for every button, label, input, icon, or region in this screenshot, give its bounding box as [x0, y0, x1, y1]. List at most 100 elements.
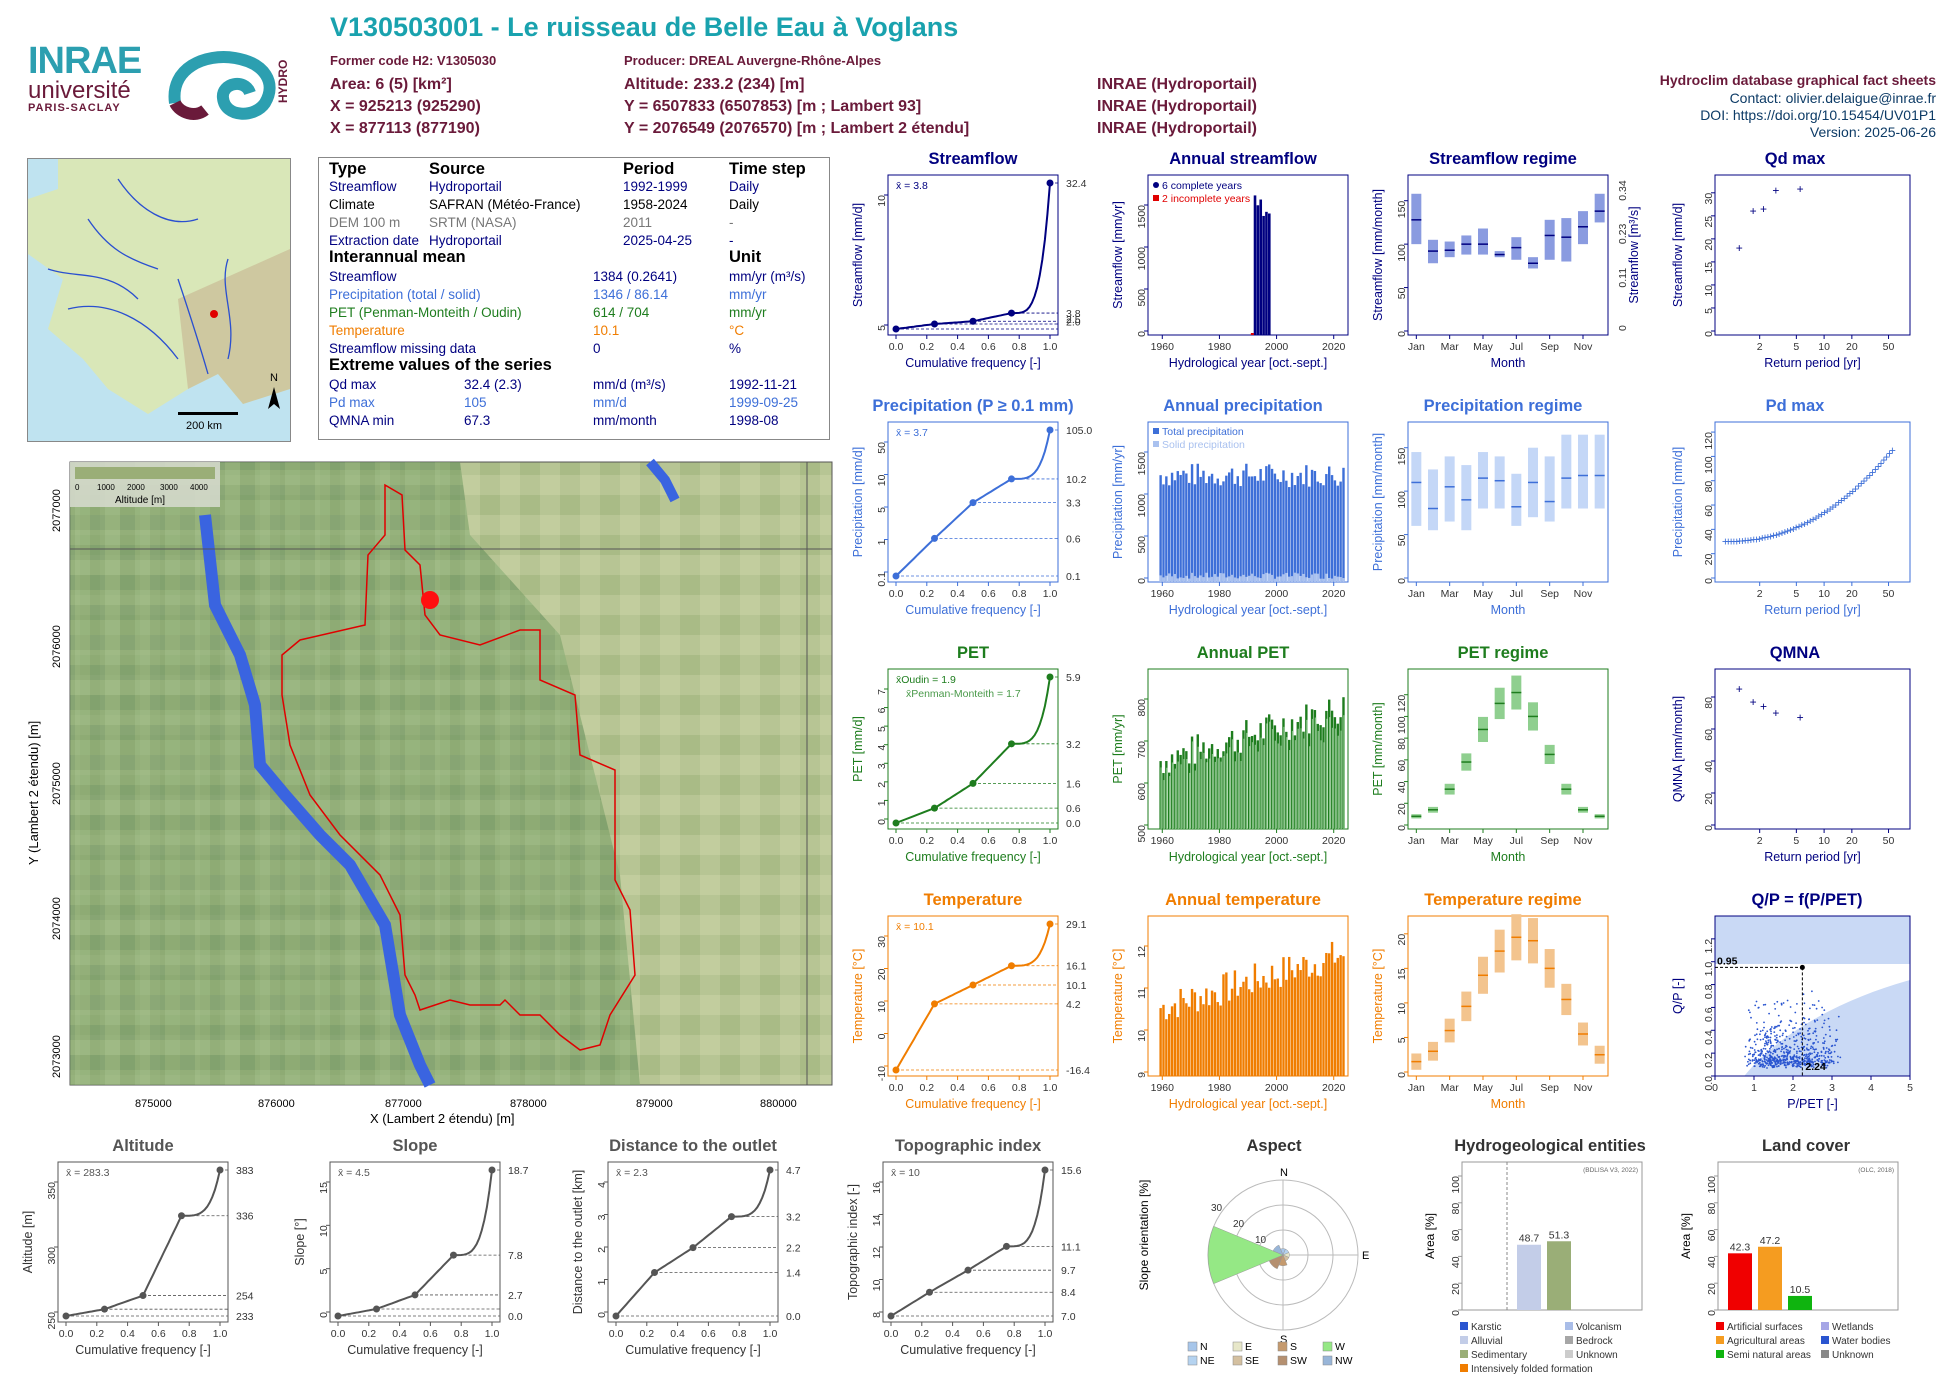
qp-point [1784, 1059, 1787, 1062]
qp-point [1784, 1039, 1786, 1042]
annual_pet-pm-bar [1231, 739, 1234, 829]
qp-point [1809, 1007, 1811, 1010]
annual_pet-pm-bar [1166, 767, 1168, 829]
qp-xtick-label: 1 [1751, 1082, 1757, 1094]
annual_streamflow-bar [1256, 205, 1260, 335]
temperature-xlabel: Cumulative frequency [-] [905, 1097, 1040, 1111]
pd_max-ytick-label: 20 [1703, 554, 1715, 566]
qp-point [1764, 1052, 1767, 1055]
streamflow-right-label: 2.5 [1066, 314, 1081, 326]
topo-xtick-label: 0.4 [945, 1328, 960, 1340]
qmna-xtick-label: 5 [1793, 835, 1799, 847]
qp-point [1827, 1017, 1830, 1020]
annual_precip-solid-bar [1256, 577, 1259, 582]
qp-point [1815, 1038, 1817, 1041]
annual_temp-bar [1230, 988, 1234, 1076]
annual_pet-pm-bar [1340, 730, 1342, 829]
qp-point [1785, 1044, 1787, 1047]
annual_pet-xlabel: Hydrological year [oct.-sept.] [1169, 850, 1327, 864]
annual_precip-bar [1308, 486, 1311, 582]
annual_pet-title: Annual PET [1197, 644, 1290, 662]
qp-point [1772, 1044, 1775, 1047]
pet-ytick-label: 0 [876, 819, 888, 825]
aspect-sector-nw [1272, 1244, 1284, 1256]
map-ytick-4: 2077000 [51, 489, 63, 532]
qp-point [1764, 1064, 1766, 1067]
pd_max-point: + [1745, 533, 1752, 547]
precip_regime-box [1544, 456, 1555, 522]
producer: Producer: DREAL Auvergne-Rhône-Alpes [624, 53, 882, 68]
annual_precip-solid-bar [1239, 576, 1242, 582]
altitude-xtick-label: 0.6 [151, 1328, 166, 1340]
topo-ytick-label: 10 [871, 1279, 883, 1291]
streamflow-ytick-label: 5 [876, 325, 888, 331]
qp-point [1749, 1062, 1752, 1065]
annual_temp-bar [1210, 990, 1214, 1076]
qp-point [1793, 1055, 1795, 1058]
annual_pet-pm-bar [1320, 740, 1322, 829]
pd_max-point: + [1807, 514, 1814, 528]
annual_precip-bar [1225, 475, 1228, 582]
annual_pet-pm-bar [1314, 717, 1317, 829]
map-xlabel: X (Lambert 2 étendu) [m] [370, 1111, 515, 1126]
streamflow_regime-box [1578, 211, 1588, 245]
qp-point [1811, 1058, 1814, 1061]
qd_max-ytick-label: 20 [1703, 239, 1715, 251]
pd_max-ytick-label: 100 [1703, 456, 1715, 474]
m5-label: Streamflow missing data [329, 341, 477, 356]
qp-mean-point [1799, 964, 1805, 970]
annual_precip-ylabel: Precipitation [mm/yr] [1111, 445, 1125, 559]
qp-point [1764, 1048, 1767, 1050]
qp-point [1835, 1029, 1838, 1032]
annual_pet-pm-bar [1311, 718, 1314, 829]
annual_temp-bar [1208, 1005, 1211, 1076]
annual_pet-pm-bar [1211, 753, 1214, 829]
qd_max-title: Qd max [1765, 150, 1826, 168]
temperature-ytick-label: -10 [876, 1066, 888, 1081]
qp-point [1792, 1064, 1795, 1067]
topo-xtick-label: 0.8 [1007, 1328, 1022, 1340]
qp-point [1800, 1035, 1803, 1038]
qp-point [1771, 1044, 1773, 1047]
m3-label: PET (Penman-Monteith / Oudin) [329, 305, 522, 320]
qp-point [1763, 1055, 1766, 1057]
precipitation-right-label: 0.6 [1066, 533, 1081, 545]
aspect-s: S [1280, 1334, 1287, 1346]
streamflow_regime-y2tick-label: 0.23 [1617, 224, 1629, 245]
distance-mean: x̄ = 2.3 [616, 1167, 648, 1179]
qp-point [1826, 1064, 1829, 1067]
qp-ytick-label: 0.4 [1703, 1030, 1715, 1045]
qmna-title: QMNA [1770, 644, 1820, 662]
annual_precip-ytick-label: 500 [1136, 536, 1148, 554]
qp-point [1795, 1060, 1798, 1063]
hydrogeo-legend-label: Alluvial [1471, 1336, 1503, 1347]
annual_precip-bar [1228, 472, 1231, 582]
qp-point [1804, 1057, 1806, 1060]
qp-point [1817, 1000, 1820, 1002]
annual_streamflow-bar [1253, 195, 1257, 335]
qp-point [1814, 1063, 1817, 1066]
annual_precip-bar [1230, 468, 1234, 582]
rivers [47, 178, 232, 375]
x-lambert2: X = 877113 (877190) [330, 120, 480, 137]
qp-point [1783, 1052, 1786, 1054]
annual_pet-pm-bar [1229, 747, 1231, 829]
pet-xtick-label: 0.8 [1012, 835, 1027, 847]
qp-point [1767, 1036, 1770, 1039]
aspect-legend-swatch [1187, 1355, 1198, 1366]
qp-point [1767, 1064, 1770, 1067]
pd_max-chart: Pd max++++++++++++++++++++++++++++++++++… [1671, 397, 1911, 617]
annual_precip-solid-bar [1276, 576, 1279, 582]
qp-point [1754, 1043, 1757, 1046]
map-xtick-5: 880000 [760, 1098, 797, 1110]
streamflow-title: Streamflow [929, 150, 1018, 168]
qp-point [1808, 1027, 1811, 1030]
qp-point [1775, 1036, 1778, 1039]
temp_regime-xtick-label: May [1473, 1082, 1494, 1094]
annual_temp-bar [1225, 972, 1228, 1076]
qp-point [1774, 1026, 1776, 1029]
annual_precip-bar [1310, 469, 1314, 582]
qp-point [1804, 1064, 1807, 1067]
pd_max-point: + [1767, 529, 1774, 543]
